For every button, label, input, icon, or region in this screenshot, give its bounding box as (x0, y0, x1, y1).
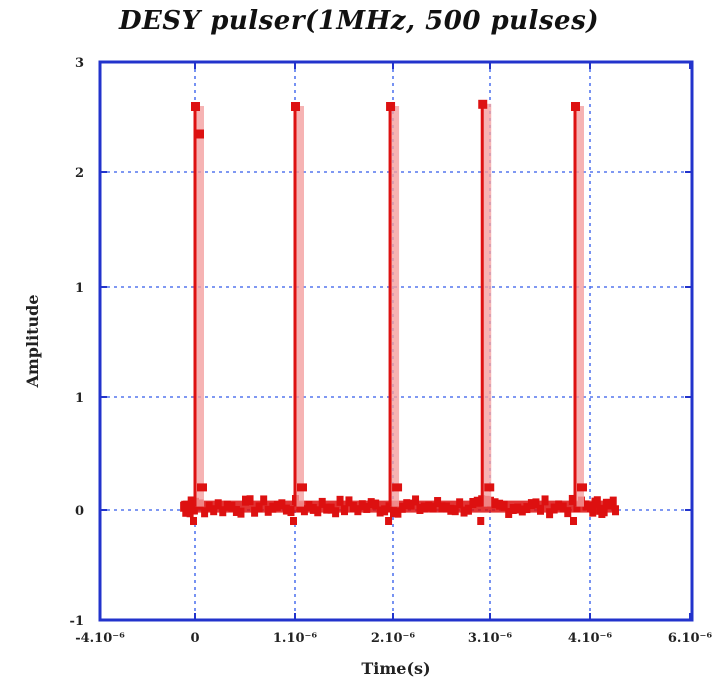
pulse-undershoot (190, 517, 197, 525)
pulse-peak-point (191, 102, 200, 111)
pulse-undershoot (290, 517, 297, 525)
baseline-point (541, 495, 549, 506)
chart-title: DESY pulser(1MHz, 500 pulses) (118, 6, 600, 36)
baseline-band (183, 500, 615, 513)
tick-marks (99, 61, 692, 621)
pulse-undershoot (385, 517, 393, 525)
baseline-point (246, 495, 254, 506)
pulse-trail (295, 106, 304, 507)
baseline-point (546, 508, 554, 519)
y-tick-label: -1 (70, 614, 84, 629)
baseline-point (394, 507, 402, 518)
pulse-trail (575, 106, 584, 507)
x-tick-label: 3.10⁻⁶ (468, 631, 513, 646)
x-tick-label: 6.10⁻⁶ (668, 631, 713, 646)
baseline-point (260, 495, 268, 506)
pulse-overshoot (577, 483, 587, 492)
pulse-trail (390, 106, 400, 507)
x-tick-label: -4.10⁻⁶ (75, 631, 125, 646)
baseline-point (612, 505, 619, 516)
pulse-trail (195, 106, 204, 507)
plot-frame (98, 60, 694, 622)
tick-labels: -4.10⁻⁶ 0 1.10⁻⁶ 2.10⁻⁶ 3.10⁻⁶ 4.10⁻⁶ 6.10⁻⁶ -1… (70, 56, 713, 646)
x-tick-label: 4.10⁻⁶ (568, 631, 613, 646)
data-series (180, 99, 619, 525)
pulse-secondary-point (196, 129, 204, 139)
pulse-peak-point (571, 102, 580, 111)
y-tick-label: 3 (75, 56, 84, 71)
x-axis-title: Time(s) (361, 659, 430, 678)
x-tick-label: 0 (190, 631, 199, 646)
baseline-point (568, 494, 576, 505)
pulse-trail (482, 103, 492, 507)
pulse-overshoot (392, 483, 403, 492)
baseline-point (237, 507, 245, 518)
y-tick-label: 0 (75, 504, 84, 519)
pulse-peak-point (386, 102, 396, 111)
y-tick-label: 2 (75, 166, 84, 181)
pulse-peak-point (291, 102, 300, 111)
baseline-point (412, 495, 420, 506)
x-tick-label: 1.10⁻⁶ (273, 631, 318, 646)
pulse-peak-point (478, 99, 488, 109)
pulse-undershoot (570, 517, 577, 525)
pulse-undershoot (477, 517, 485, 525)
pulse-overshoot (297, 483, 307, 492)
pulse-overshoot (484, 483, 495, 492)
x-tick-label: 2.10⁻⁶ (371, 631, 416, 646)
baseline-point (505, 507, 513, 518)
y-tick-label: 1 (75, 281, 84, 296)
y-axis-title: Amplitude (23, 294, 42, 388)
pulse-overshoot (197, 483, 207, 492)
y-tick-label: 1 (75, 391, 84, 406)
